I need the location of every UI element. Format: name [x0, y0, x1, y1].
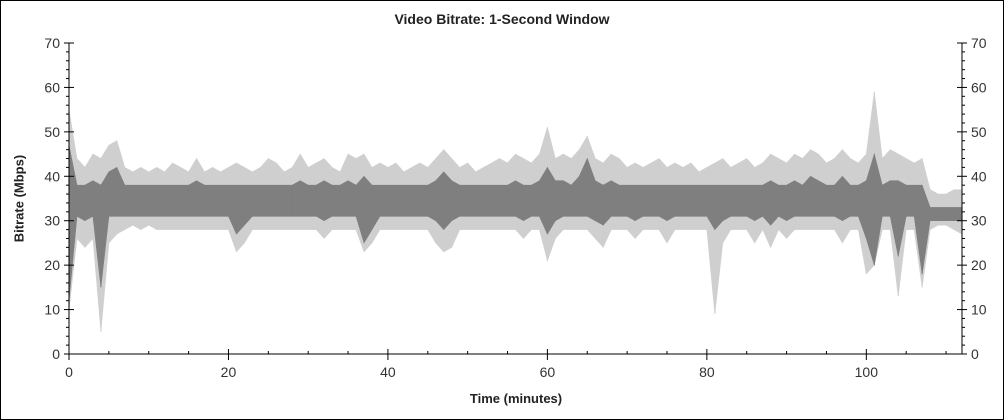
y-tick-label-right: 40: [971, 168, 987, 184]
x-tick-label: 40: [380, 364, 396, 380]
x-tick-label: 0: [65, 364, 73, 380]
y-tick-label-right: 20: [971, 257, 987, 273]
x-axis-label: Time (minutes): [469, 391, 563, 406]
y-tick-label-left: 40: [44, 168, 60, 184]
y-tick-label-left: 50: [44, 124, 60, 140]
y-tick-label-left: 10: [44, 302, 60, 318]
x-tick-label: 20: [221, 364, 237, 380]
y-tick-label-left: 0: [52, 346, 60, 362]
y-tick-label-right: 30: [971, 213, 987, 229]
x-tick-label: 100: [855, 364, 879, 380]
x-tick-label: 60: [540, 364, 556, 380]
chart-title: Video Bitrate: 1-Second Window: [394, 11, 610, 27]
y-tick-label-right: 0: [971, 346, 979, 362]
y-tick-label-left: 30: [44, 213, 60, 229]
y-tick-label-right: 70: [971, 35, 987, 51]
y-tick-label-right: 50: [971, 124, 987, 140]
y-tick-label-left: 60: [44, 79, 60, 95]
y-tick-label-right: 60: [971, 79, 987, 95]
y-tick-label-left: 20: [44, 257, 60, 273]
y-tick-label-right: 10: [971, 302, 987, 318]
x-tick-label: 80: [699, 364, 715, 380]
y-tick-label-left: 70: [44, 35, 60, 51]
